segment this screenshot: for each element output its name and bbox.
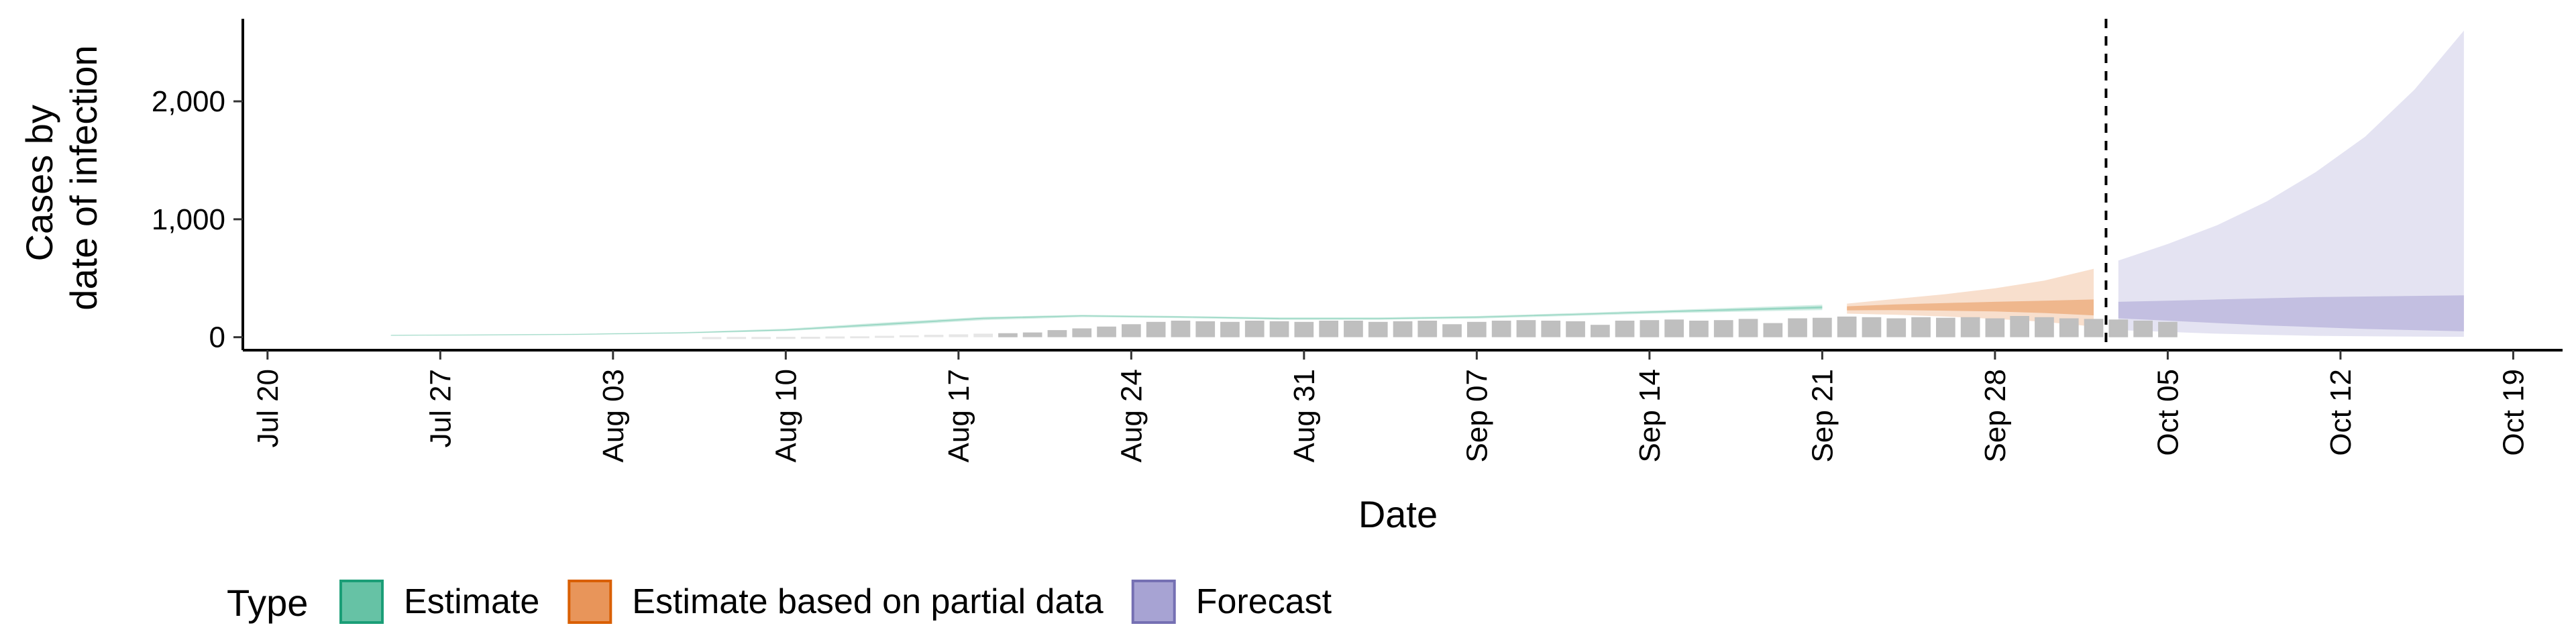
case-bar bbox=[1615, 321, 1635, 337]
case-bar bbox=[850, 336, 869, 339]
case-bar bbox=[1591, 325, 1610, 337]
case-bar bbox=[2084, 319, 2104, 337]
case-bar bbox=[776, 337, 796, 339]
case-bar bbox=[1862, 317, 1882, 337]
case-bar bbox=[1467, 321, 1487, 337]
case-bar bbox=[1047, 330, 1067, 337]
legend-label: Estimate bbox=[404, 582, 539, 621]
y-tick-label: 2,000 bbox=[152, 85, 225, 118]
case-bar bbox=[1022, 332, 1042, 337]
case-bar bbox=[702, 337, 722, 339]
case-bar bbox=[1491, 321, 1511, 337]
estimate-ribbons bbox=[390, 30, 2464, 337]
legend-swatch bbox=[339, 580, 384, 624]
case-bar bbox=[1763, 323, 1783, 337]
legend-swatch bbox=[1131, 580, 1176, 624]
estimate-based-on-partial-data-inner-band bbox=[1847, 299, 2094, 316]
x-tick-label: Aug 31 bbox=[1288, 369, 1321, 462]
case-bar bbox=[1097, 326, 1116, 337]
case-bar bbox=[1566, 321, 1585, 337]
case-bar bbox=[825, 336, 845, 339]
case-bar bbox=[1516, 320, 1536, 337]
case-bar bbox=[1960, 317, 1980, 337]
legend-swatch bbox=[568, 580, 612, 624]
case-bar bbox=[1985, 318, 2005, 337]
case-bar bbox=[1911, 317, 1931, 337]
case-bar bbox=[751, 337, 771, 339]
x-tick-label: Oct 12 bbox=[2324, 369, 2357, 456]
x-tick-label: Sep 21 bbox=[1806, 369, 1839, 462]
case-bar bbox=[1788, 318, 1807, 337]
y-tick-label: 1,000 bbox=[152, 203, 225, 236]
case-bar bbox=[1072, 328, 1092, 337]
x-tick-label: Oct 05 bbox=[2151, 369, 2184, 456]
case-bar bbox=[1368, 321, 1388, 337]
case-bar bbox=[1713, 320, 1733, 337]
case-bar bbox=[1738, 319, 1758, 337]
case-bar bbox=[2035, 317, 2054, 337]
case-bar bbox=[1319, 321, 1338, 337]
x-tick-label: Aug 03 bbox=[597, 369, 630, 462]
case-bar bbox=[1146, 321, 1166, 337]
case-bar bbox=[1417, 321, 1438, 337]
case-bar bbox=[1689, 321, 1709, 337]
y-axis-title-line-1: Cases by bbox=[18, 105, 60, 261]
case-bar bbox=[2158, 321, 2178, 337]
case-bar bbox=[1171, 321, 1191, 337]
x-tick-label: Aug 10 bbox=[769, 369, 802, 462]
case-bar bbox=[1664, 319, 1684, 337]
case-bar bbox=[875, 335, 894, 338]
x-axis-title: Date bbox=[1358, 493, 1438, 535]
case-bar bbox=[1344, 321, 1363, 337]
case-bar bbox=[998, 333, 1018, 337]
y-axis-title: Cases by date of infection bbox=[18, 45, 105, 310]
y-tick-label: 0 bbox=[209, 321, 225, 354]
x-tick-label: Oct 19 bbox=[2497, 369, 2530, 456]
case-bar bbox=[924, 335, 944, 337]
case-bar bbox=[2010, 316, 2029, 337]
case-bar bbox=[1294, 321, 1314, 337]
case-bar bbox=[1244, 321, 1265, 337]
case-bar bbox=[2133, 321, 2153, 337]
case-bar bbox=[1936, 317, 1955, 337]
case-bar bbox=[1220, 321, 1240, 337]
case-bar bbox=[973, 333, 993, 337]
case-bar bbox=[899, 335, 919, 337]
case-bar bbox=[949, 334, 969, 337]
y-axis-title-line-2: date of infection bbox=[62, 45, 105, 310]
x-tick-label: Jul 20 bbox=[252, 369, 284, 447]
axes: 0 1,000 2,000 Jul 20 Jul 27 Aug 03 Aug 10 Aug 1… bbox=[152, 19, 2563, 462]
legend-label: Forecast bbox=[1196, 582, 1332, 621]
case-bar bbox=[1886, 318, 1907, 337]
case-bar bbox=[1393, 321, 1413, 337]
case-bar bbox=[727, 337, 747, 339]
case-bar bbox=[1837, 316, 1857, 337]
case-bar bbox=[1541, 321, 1561, 337]
case-bar bbox=[1442, 324, 1462, 337]
x-tick-label: Aug 24 bbox=[1115, 369, 1148, 462]
x-tick-label: Sep 07 bbox=[1460, 369, 1493, 462]
case-bar bbox=[1813, 317, 1832, 337]
case-bar bbox=[1640, 320, 1660, 337]
x-tick-label: Jul 27 bbox=[424, 369, 457, 447]
case-bar bbox=[800, 337, 820, 339]
forecast-outer-band bbox=[2118, 30, 2464, 337]
x-tick-label: Aug 17 bbox=[943, 369, 975, 462]
case-bar bbox=[2059, 318, 2079, 337]
case-bar bbox=[1122, 324, 1141, 337]
case-bar bbox=[2108, 319, 2129, 337]
legend: Type Estimate Estimate based on partial d… bbox=[227, 580, 1332, 624]
x-tick-label: Sep 28 bbox=[1979, 369, 2012, 462]
case-bar bbox=[1195, 321, 1216, 337]
x-tick-label: Sep 14 bbox=[1633, 369, 1666, 462]
case-bar bbox=[1269, 321, 1289, 337]
forecast-inner-band bbox=[2118, 295, 2464, 331]
legend-title: Type bbox=[227, 582, 308, 624]
legend-label: Estimate based on partial data bbox=[632, 582, 1104, 621]
reported-case-bars bbox=[702, 316, 2178, 339]
